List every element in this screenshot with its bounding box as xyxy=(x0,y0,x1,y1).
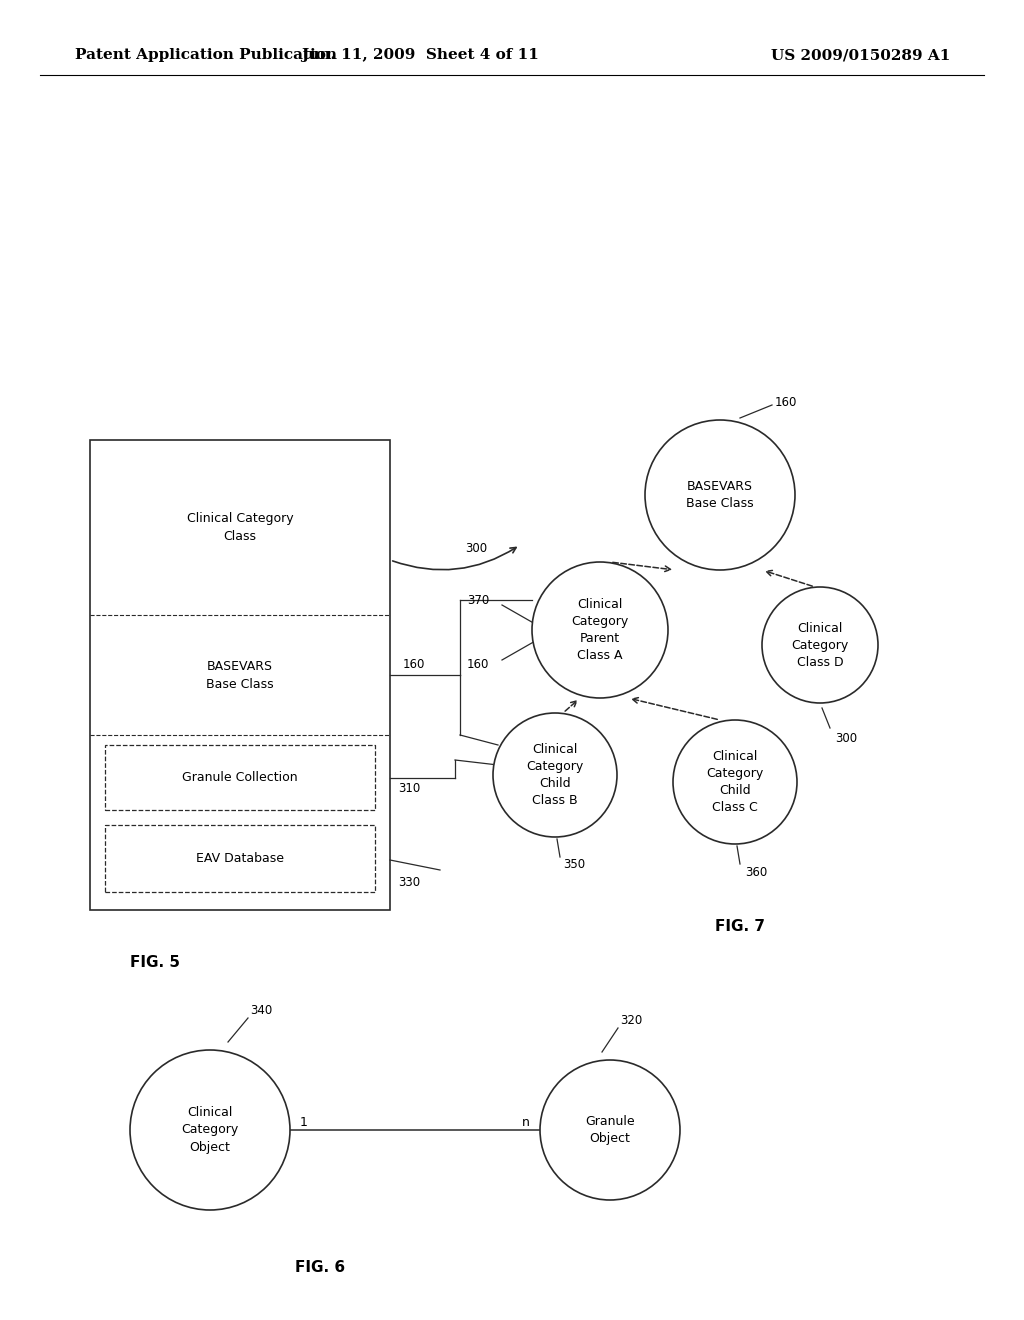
Text: 360: 360 xyxy=(745,866,767,879)
Text: 160: 160 xyxy=(402,659,425,672)
Circle shape xyxy=(645,420,795,570)
Text: 340: 340 xyxy=(250,1003,272,1016)
FancyArrowPatch shape xyxy=(633,698,717,719)
Text: EAV Database: EAV Database xyxy=(196,851,284,865)
Circle shape xyxy=(532,562,668,698)
Text: Clinical
Category
Parent
Class A: Clinical Category Parent Class A xyxy=(571,598,629,663)
Text: Clinical
Category
Object: Clinical Category Object xyxy=(181,1106,239,1154)
Text: BASEVARS
Base Class: BASEVARS Base Class xyxy=(686,480,754,510)
Text: 300: 300 xyxy=(465,541,487,554)
Circle shape xyxy=(130,1049,290,1210)
Text: Granule Collection: Granule Collection xyxy=(182,771,298,784)
Text: 300: 300 xyxy=(835,731,857,744)
Circle shape xyxy=(673,719,797,843)
Text: Granule
Object: Granule Object xyxy=(585,1115,635,1144)
Text: FIG. 7: FIG. 7 xyxy=(715,919,765,935)
Text: Clinical
Category
Child
Class B: Clinical Category Child Class B xyxy=(526,743,584,807)
Bar xyxy=(105,744,375,810)
FancyArrowPatch shape xyxy=(612,562,671,572)
Text: 160: 160 xyxy=(775,396,798,408)
Text: Clinical
Category
Child
Class C: Clinical Category Child Class C xyxy=(707,750,764,814)
Text: 320: 320 xyxy=(620,1014,642,1027)
Text: BASEVARS
Base Class: BASEVARS Base Class xyxy=(206,660,273,690)
Text: n: n xyxy=(522,1115,530,1129)
Bar xyxy=(90,440,390,909)
Text: Jun. 11, 2009  Sheet 4 of 11: Jun. 11, 2009 Sheet 4 of 11 xyxy=(301,48,539,62)
Text: US 2009/0150289 A1: US 2009/0150289 A1 xyxy=(771,48,950,62)
Text: 350: 350 xyxy=(563,858,585,871)
Text: Patent Application Publication: Patent Application Publication xyxy=(75,48,337,62)
Text: Clinical
Category
Class D: Clinical Category Class D xyxy=(792,622,849,668)
Text: 1: 1 xyxy=(300,1115,308,1129)
Text: 310: 310 xyxy=(397,781,420,795)
Circle shape xyxy=(493,713,617,837)
Circle shape xyxy=(762,587,878,704)
Text: FIG. 5: FIG. 5 xyxy=(130,954,180,970)
Text: FIG. 6: FIG. 6 xyxy=(295,1261,345,1275)
Text: 330: 330 xyxy=(398,875,420,888)
Bar xyxy=(105,825,375,892)
Text: 160: 160 xyxy=(467,659,489,672)
FancyArrowPatch shape xyxy=(565,701,577,711)
Circle shape xyxy=(540,1060,680,1200)
Text: Clinical Category
Class: Clinical Category Class xyxy=(186,512,293,543)
Text: 370: 370 xyxy=(467,594,489,606)
FancyArrowPatch shape xyxy=(766,570,812,586)
